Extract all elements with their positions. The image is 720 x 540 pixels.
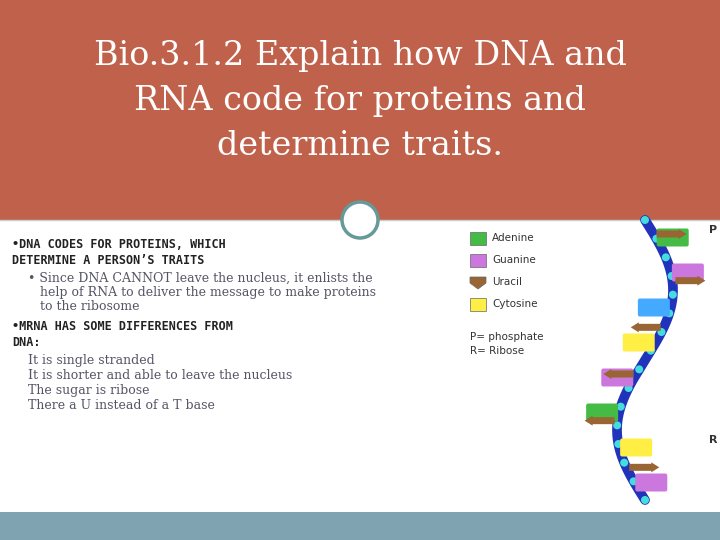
Text: •DNA CODES FOR PROTEINS, WHICH: •DNA CODES FOR PROTEINS, WHICH — [12, 238, 226, 251]
Circle shape — [641, 216, 649, 224]
Bar — [0, 512, 720, 540]
Text: RNA code for proteins and: RNA code for proteins and — [134, 85, 586, 117]
Circle shape — [620, 458, 628, 467]
FancyBboxPatch shape — [635, 474, 667, 491]
Bar — [470, 232, 486, 245]
Text: The sugar is ribose: The sugar is ribose — [28, 384, 150, 397]
FancyBboxPatch shape — [620, 438, 652, 456]
Text: R: R — [709, 435, 718, 445]
Text: to the ribosome: to the ribosome — [28, 300, 140, 313]
Text: determine traits.: determine traits. — [217, 130, 503, 162]
Polygon shape — [470, 277, 486, 289]
Text: It is single stranded: It is single stranded — [28, 354, 155, 367]
Text: DETERMINE A PERSON’S TRAITS: DETERMINE A PERSON’S TRAITS — [12, 254, 204, 267]
Circle shape — [669, 291, 677, 299]
Text: There a U instead of a T base: There a U instead of a T base — [28, 399, 215, 412]
Text: Cytosine: Cytosine — [492, 299, 538, 309]
FancyBboxPatch shape — [623, 334, 654, 352]
Circle shape — [635, 366, 643, 373]
Bar — [470, 254, 486, 267]
Circle shape — [662, 253, 670, 261]
FancyBboxPatch shape — [638, 299, 670, 316]
Circle shape — [665, 309, 673, 318]
FancyArrow shape — [631, 322, 661, 332]
Text: DNA:: DNA: — [12, 336, 40, 349]
Circle shape — [667, 272, 675, 280]
FancyArrow shape — [603, 369, 634, 379]
Text: Adenine: Adenine — [492, 233, 535, 243]
Text: P: P — [709, 225, 717, 235]
Bar — [470, 298, 486, 311]
FancyBboxPatch shape — [657, 228, 689, 246]
Text: It is shorter and able to leave the nucleus: It is shorter and able to leave the nucl… — [28, 369, 292, 382]
Circle shape — [624, 384, 633, 392]
Circle shape — [629, 477, 638, 485]
Text: help of RNA to deliver the message to make proteins: help of RNA to deliver the message to ma… — [28, 286, 376, 299]
FancyArrow shape — [675, 275, 706, 286]
Circle shape — [614, 440, 622, 448]
Circle shape — [342, 202, 378, 238]
Circle shape — [613, 421, 621, 429]
FancyArrow shape — [585, 416, 615, 426]
FancyArrow shape — [629, 462, 660, 472]
Text: Uracil: Uracil — [492, 277, 522, 287]
FancyBboxPatch shape — [601, 368, 634, 387]
FancyBboxPatch shape — [586, 403, 618, 422]
FancyBboxPatch shape — [672, 264, 704, 281]
Text: •MRNA HAS SOME DIFFERENCES FROM: •MRNA HAS SOME DIFFERENCES FROM — [12, 320, 233, 333]
Text: Guanine: Guanine — [492, 255, 536, 265]
Text: Bio.3.1.2 Explain how DNA and: Bio.3.1.2 Explain how DNA and — [94, 40, 626, 72]
Circle shape — [617, 403, 625, 410]
FancyArrow shape — [657, 229, 687, 239]
Circle shape — [641, 496, 649, 504]
Circle shape — [652, 235, 660, 242]
Text: • Since DNA CANNOT leave the nucleus, it enlists the: • Since DNA CANNOT leave the nucleus, it… — [28, 272, 373, 285]
Text: P= phosphate: P= phosphate — [470, 332, 544, 342]
Text: R= Ribose: R= Ribose — [470, 346, 524, 356]
Bar — [0, 0, 720, 220]
Circle shape — [647, 347, 654, 355]
Circle shape — [657, 328, 665, 336]
